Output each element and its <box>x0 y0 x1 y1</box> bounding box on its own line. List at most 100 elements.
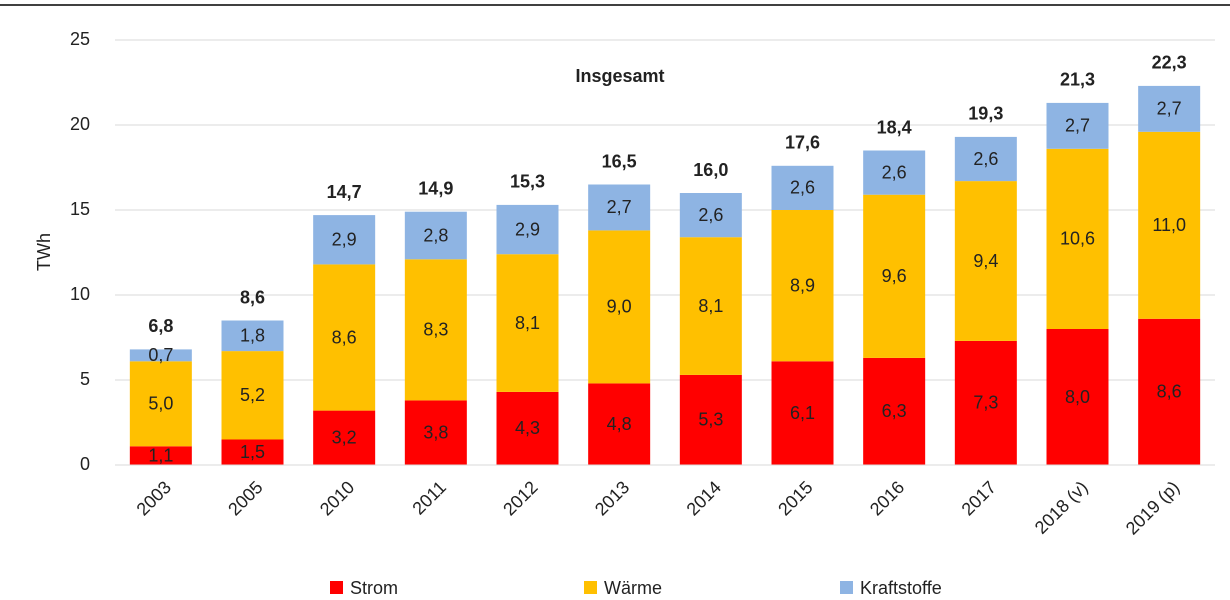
bar-segment <box>771 361 834 465</box>
value-label: 3,8 <box>423 422 448 442</box>
value-label: 8,6 <box>332 327 357 347</box>
total-label: 18,4 <box>877 117 912 137</box>
value-label: 2,6 <box>698 205 723 225</box>
value-label: 1,5 <box>240 442 265 462</box>
value-label: 2,9 <box>515 219 540 239</box>
x-tick-label: 2014 <box>683 477 725 519</box>
bar-segment <box>1046 329 1109 465</box>
value-label: 9,6 <box>882 266 907 286</box>
x-tick-label: 2019 (p) <box>1122 477 1184 539</box>
value-label: 2,6 <box>790 178 815 198</box>
total-label: 17,6 <box>785 133 820 153</box>
bar-segment <box>313 215 376 265</box>
bar-segment <box>221 439 284 465</box>
value-label: 2,7 <box>607 197 632 217</box>
bar-segment <box>863 357 926 465</box>
bar-segment <box>404 259 467 401</box>
x-tick-label: 2018 (v) <box>1031 477 1092 538</box>
total-label: 16,0 <box>693 160 728 180</box>
bar-segment <box>404 211 467 260</box>
legend-label: Wärme <box>604 578 662 598</box>
x-tick-label: 2012 <box>499 477 541 519</box>
bar-segment <box>771 210 834 362</box>
value-label: 2,9 <box>332 230 357 250</box>
total-label: 14,7 <box>327 182 362 202</box>
value-label: 5,3 <box>698 410 723 430</box>
x-tick-label: 2017 <box>958 477 1000 519</box>
y-tick-label: 10 <box>70 284 90 304</box>
bar-segment <box>1138 318 1201 465</box>
bar-segment <box>954 181 1017 341</box>
y-axis-label: TWh <box>34 233 54 271</box>
y-tick-label: 20 <box>70 114 90 134</box>
value-label: 2,7 <box>1157 99 1182 119</box>
bar-segment <box>588 383 651 465</box>
bar-segment <box>679 237 742 375</box>
y-tick-label: 0 <box>80 454 90 474</box>
value-label: 8,0 <box>1065 387 1090 407</box>
value-label: 8,6 <box>1157 382 1182 402</box>
bar-segment <box>221 351 284 440</box>
x-tick-label: 2005 <box>224 477 266 519</box>
bar-segment <box>863 194 926 358</box>
bar-segment <box>313 410 376 465</box>
legend-swatch <box>330 581 343 594</box>
value-label: 7,3 <box>973 393 998 413</box>
legend-label: Kraftstoffe <box>860 578 942 598</box>
value-label: 6,1 <box>790 403 815 423</box>
bar-segment <box>129 349 192 362</box>
total-label: 22,3 <box>1152 53 1187 73</box>
y-tick-label: 5 <box>80 369 90 389</box>
bar-segment <box>771 165 834 210</box>
bar-segment <box>496 204 559 255</box>
bar-segment <box>496 391 559 465</box>
annotation: Insgesamt <box>575 66 664 86</box>
bar-segment <box>313 264 376 411</box>
legend-label: Strom <box>350 578 398 598</box>
total-label: 14,9 <box>418 178 453 198</box>
value-label: 1,1 <box>148 445 173 465</box>
bar-segment <box>221 320 284 352</box>
x-tick-label: 2003 <box>133 477 175 519</box>
bar-segment <box>404 400 467 465</box>
y-tick-label: 25 <box>70 29 90 49</box>
value-label: 8,1 <box>515 313 540 333</box>
bar-segment <box>679 374 742 465</box>
value-label: 8,9 <box>790 275 815 295</box>
x-tick-label: 2016 <box>866 477 908 519</box>
value-label: 5,0 <box>148 394 173 414</box>
value-label: 3,2 <box>332 428 357 448</box>
value-label: 0,7 <box>148 345 173 365</box>
value-label: 11,0 <box>1152 215 1186 235</box>
value-label: 6,3 <box>882 401 907 421</box>
total-label: 6,8 <box>148 316 173 336</box>
total-label: 8,6 <box>240 287 265 307</box>
value-label: 2,8 <box>423 225 448 245</box>
value-label: 9,0 <box>607 297 632 317</box>
total-label: 16,5 <box>602 151 637 171</box>
bar-segment <box>679 193 742 238</box>
value-label: 10,6 <box>1060 229 1095 249</box>
bar-segment <box>496 254 559 392</box>
bar-segment <box>588 184 651 231</box>
total-label: 15,3 <box>510 172 545 192</box>
value-label: 8,3 <box>423 320 448 340</box>
value-label: 5,2 <box>240 385 265 405</box>
x-tick-label: 2013 <box>591 477 633 519</box>
value-label: 2,7 <box>1065 116 1090 136</box>
legend-swatch <box>840 581 853 594</box>
x-tick-label: 2011 <box>409 477 451 519</box>
bar-segment <box>954 136 1017 182</box>
x-tick-label: 2015 <box>774 477 816 519</box>
value-label: 2,6 <box>973 149 998 169</box>
bar-segment <box>1046 148 1109 329</box>
value-label: 4,3 <box>515 418 540 438</box>
legend-swatch <box>584 581 597 594</box>
bar-segment <box>588 230 651 384</box>
bar-segment <box>129 361 192 447</box>
bar-segment <box>863 150 926 195</box>
bar-segment <box>1138 85 1201 132</box>
value-label: 8,1 <box>698 296 723 316</box>
total-label: 19,3 <box>968 104 1003 124</box>
